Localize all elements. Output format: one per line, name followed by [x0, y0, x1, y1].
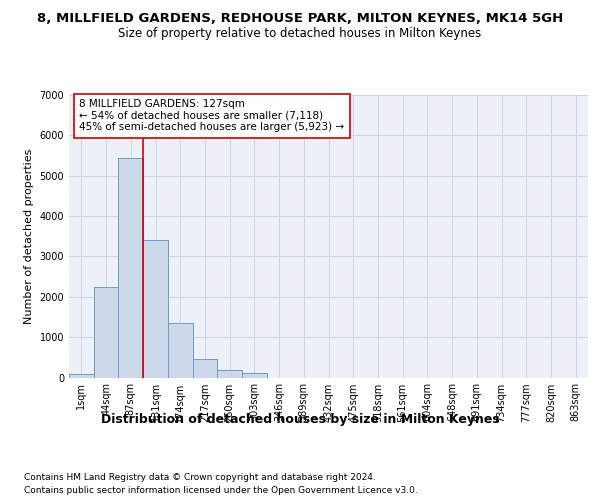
- Bar: [118, 158, 143, 378]
- Bar: [94, 286, 118, 378]
- Text: Contains HM Land Registry data © Crown copyright and database right 2024.: Contains HM Land Registry data © Crown c…: [24, 472, 376, 482]
- Y-axis label: Number of detached properties: Number of detached properties: [24, 148, 34, 324]
- Bar: [193, 360, 217, 378]
- Text: 8, MILLFIELD GARDENS, REDHOUSE PARK, MILTON KEYNES, MK14 5GH: 8, MILLFIELD GARDENS, REDHOUSE PARK, MIL…: [37, 12, 563, 26]
- Bar: [143, 240, 168, 378]
- Text: Contains public sector information licensed under the Open Government Licence v3: Contains public sector information licen…: [24, 486, 418, 495]
- Bar: [69, 374, 94, 378]
- Bar: [242, 374, 267, 378]
- Bar: [168, 323, 193, 378]
- Text: Size of property relative to detached houses in Milton Keynes: Size of property relative to detached ho…: [118, 28, 482, 40]
- Text: Distribution of detached houses by size in Milton Keynes: Distribution of detached houses by size …: [101, 412, 499, 426]
- Bar: [217, 370, 242, 378]
- Text: 8 MILLFIELD GARDENS: 127sqm
← 54% of detached houses are smaller (7,118)
45% of : 8 MILLFIELD GARDENS: 127sqm ← 54% of det…: [79, 99, 344, 132]
